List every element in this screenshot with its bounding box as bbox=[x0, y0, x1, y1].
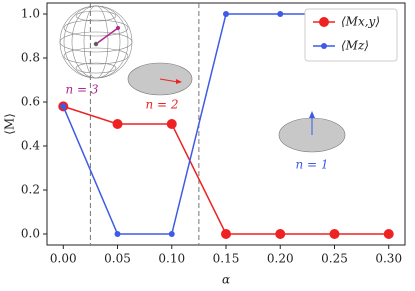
legend-label: ⟨Mx,y⟩ bbox=[341, 15, 380, 29]
x-tick-label: 0.25 bbox=[321, 252, 348, 266]
sphere-illustration bbox=[59, 5, 133, 79]
data-point bbox=[168, 231, 175, 237]
data-point bbox=[223, 11, 229, 17]
data-point bbox=[329, 229, 340, 239]
x-tick-label: 0.30 bbox=[375, 252, 402, 266]
x-tick-label: 0.00 bbox=[50, 252, 77, 266]
x-tick-label: 0.15 bbox=[213, 252, 240, 266]
x-tick-label: 0.05 bbox=[104, 252, 131, 266]
y-tick-label: 1.0 bbox=[21, 7, 40, 21]
x-tick-label: 0.10 bbox=[158, 252, 185, 266]
legend-label: ⟨Mz⟩ bbox=[341, 39, 369, 53]
data-point bbox=[60, 103, 67, 110]
data-point bbox=[221, 229, 231, 239]
legend-marker bbox=[321, 43, 327, 49]
data-point bbox=[277, 11, 284, 17]
data-point bbox=[112, 119, 123, 129]
y-tick-label: 0.8 bbox=[21, 51, 40, 65]
data-point bbox=[275, 229, 286, 239]
disk-illustration bbox=[127, 62, 193, 96]
y-axis-label: ⟨M⟩ bbox=[3, 113, 17, 135]
y-tick-label: 0.6 bbox=[21, 95, 40, 109]
annotation: n = 1 bbox=[295, 158, 328, 172]
data-point bbox=[114, 231, 121, 237]
disk-illustration bbox=[278, 111, 346, 153]
legend-marker bbox=[319, 17, 329, 27]
data-point bbox=[166, 119, 177, 129]
data-point bbox=[383, 229, 394, 239]
annotation: n = 3 bbox=[65, 83, 98, 97]
x-axis-label: α bbox=[222, 273, 230, 287]
y-tick-label: 0.2 bbox=[21, 183, 40, 197]
legend: ⟨Mx,y⟩ ⟨Mz⟩ bbox=[304, 8, 398, 62]
x-tick-label: 0.20 bbox=[267, 252, 294, 266]
annotation: n = 2 bbox=[145, 98, 178, 112]
y-tick-label: 0.4 bbox=[21, 139, 40, 153]
y-tick-label: 0.0 bbox=[21, 227, 40, 241]
